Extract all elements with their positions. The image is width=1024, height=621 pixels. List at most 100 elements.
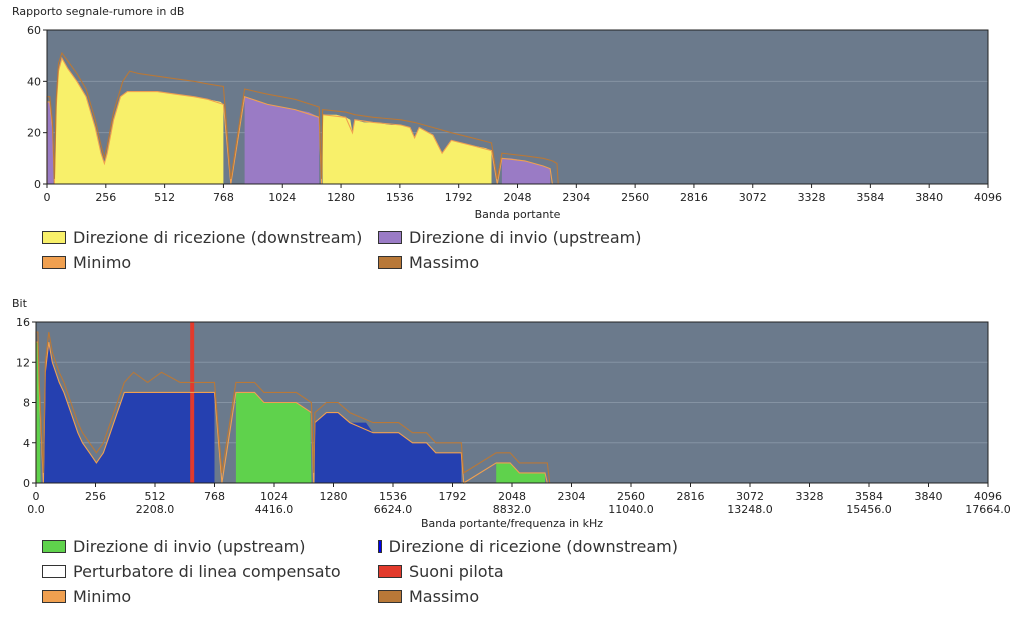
- bits-x-tick-label: 3072: [736, 490, 764, 503]
- legend-swatch-pilot: [378, 565, 402, 578]
- snr-x-tick-label: 2304: [562, 191, 590, 204]
- legend-swatch-downstream: [42, 231, 66, 244]
- snr-chart: Rapporto segnale-rumore in dB 0 20 40 60 0 256…: [12, 5, 1002, 221]
- bits-legend-downstream: Direzione di ricezione (downstream): [378, 535, 678, 558]
- snr-x-tick-label: 512: [154, 191, 175, 204]
- bits-area-downstream: [43, 342, 215, 483]
- legend-label: Massimo: [409, 253, 480, 272]
- snr-x-tick-label: 2560: [621, 191, 649, 204]
- snr-y-tick-label: 0: [34, 178, 41, 191]
- snr-y-tick-label: 60: [27, 24, 41, 37]
- snr-x-tick-label: 3840: [915, 191, 943, 204]
- bits-x-tick-label: 2560: [617, 490, 645, 503]
- legend-label: Minimo: [73, 587, 132, 606]
- bits-legend-maximum: Massimo: [378, 585, 678, 608]
- legend-swatch-downstream: [378, 540, 382, 553]
- bits-x-tick-label: 3840: [915, 490, 943, 503]
- legend-label: Direzione di ricezione (downstream): [388, 537, 678, 556]
- snr-x-tick-label: 1792: [445, 191, 473, 204]
- bits-legend-compensated: Perturbatore di linea compensato: [42, 560, 378, 583]
- legend-label: Perturbatore di linea compensato: [73, 562, 341, 581]
- legend-swatch-maximum: [378, 590, 402, 603]
- snr-chart-title: Rapporto segnale-rumore in dB: [12, 5, 184, 18]
- bits-freq-tick-label: 6624.0: [374, 503, 413, 516]
- snr-x-tick-label: 3584: [856, 191, 884, 204]
- bits-area-upstream: [36, 342, 41, 483]
- legend-swatch-upstream: [378, 231, 402, 244]
- bits-y-tick-label: 12: [16, 356, 30, 369]
- snr-x-tick-label: 1024: [268, 191, 296, 204]
- legend-label: Massimo: [409, 587, 480, 606]
- snr-y-tick-label: 40: [27, 75, 41, 88]
- snr-area-downstream: [322, 114, 492, 184]
- bits-x-tick-label: 256: [85, 490, 106, 503]
- snr-minimum-line: [46, 56, 553, 185]
- snr-maximum-line: [46, 51, 559, 185]
- bits-x-tick-label: 768: [204, 490, 225, 503]
- legend-label: Direzione di invio (upstream): [409, 228, 642, 247]
- bits-freq-tick-label: 4416.0: [255, 503, 294, 516]
- bits-x-tick-label: 1792: [439, 490, 467, 503]
- legend-swatch-minimum: [42, 256, 66, 269]
- legend-swatch-compensated: [42, 565, 66, 578]
- snr-legend-maximum: Massimo: [378, 251, 678, 274]
- legend-label: Direzione di invio (upstream): [73, 537, 306, 556]
- snr-x-tick-label: 2816: [680, 191, 708, 204]
- bits-x-tick-label: 512: [145, 490, 166, 503]
- bits-x-tick-label: 2816: [677, 490, 705, 503]
- bits-legend-minimum: Minimo: [42, 585, 378, 608]
- snr-x-tick-label: 4096: [974, 191, 1002, 204]
- bits-legend-pilot: Suoni pilota: [378, 560, 678, 583]
- snr-legend-downstream: Direzione di ricezione (downstream): [42, 226, 378, 249]
- snr-x-tick-label: 2048: [504, 191, 532, 204]
- snr-area-upstream: [244, 96, 320, 184]
- bits-legend-upstream: Direzione di invio (upstream): [42, 535, 378, 558]
- snr-legend-minimum: Minimo: [42, 251, 378, 274]
- bits-freq-tick-label: 0.0: [27, 503, 45, 516]
- bits-area-upstream: [235, 392, 312, 483]
- snr-legend-upstream: Direzione di invio (upstream): [378, 226, 678, 249]
- bits-y-tick-label: 8: [23, 397, 30, 410]
- bits-freq-tick-label: 11040.0: [608, 503, 654, 516]
- snr-x-tick-label: 3328: [798, 191, 826, 204]
- snr-x-tick-label: 1536: [386, 191, 414, 204]
- legend-swatch-maximum: [378, 256, 402, 269]
- bits-x-tick-label: 2304: [558, 490, 586, 503]
- bits-area-downstream: [314, 412, 462, 483]
- bits-y-tick-label: 0: [23, 477, 30, 490]
- snr-x-tick-label: 1280: [327, 191, 355, 204]
- bits-x-tick-label: 1024: [260, 490, 288, 503]
- bits-chart-title: Bit: [12, 297, 28, 310]
- snr-x-tick-label: 256: [95, 191, 116, 204]
- bits-x-tick-label: 0: [33, 490, 40, 503]
- bits-x-tick-label: 3328: [796, 490, 824, 503]
- legend-label: Direzione di ricezione (downstream): [73, 228, 363, 247]
- legend-label: Minimo: [73, 253, 132, 272]
- bits-x-tick-label: 3584: [855, 490, 883, 503]
- bits-x-tick-label: 4096: [974, 490, 1002, 503]
- bits-y-tick-label: 4: [23, 437, 30, 450]
- legend-swatch-minimum: [42, 590, 66, 603]
- snr-area-downstream: [54, 58, 224, 185]
- bits-maximum-line: [35, 331, 551, 484]
- snr-x-tick-label: 0: [44, 191, 51, 204]
- snr-x-tick-label: 768: [213, 191, 234, 204]
- snr-x-axis-label: Banda portante: [475, 208, 561, 221]
- bits-chart: Bit 0 4 8 12 16 0 256 512 768 1024 1280 1536 1792 2048…: [12, 297, 1011, 530]
- legend-label: Suoni pilota: [409, 562, 504, 581]
- bits-freq-tick-label: 17664.0: [965, 503, 1011, 516]
- bits-x-axis-label: Banda portante/frequenza in kHz: [421, 517, 603, 530]
- bits-freq-tick-label: 15456.0: [846, 503, 892, 516]
- legend-swatch-upstream: [42, 540, 66, 553]
- snr-y-tick-label: 20: [27, 127, 41, 140]
- bits-legend: Direzione di invio (upstream) Direzione …: [42, 535, 678, 608]
- bits-y-tick-label: 16: [16, 316, 30, 329]
- snr-legend: Direzione di ricezione (downstream) Dire…: [42, 226, 678, 274]
- bits-freq-tick-label: 2208.0: [136, 503, 175, 516]
- bits-x-tick-label: 1536: [379, 490, 407, 503]
- snr-x-tick-label: 3072: [739, 191, 767, 204]
- bits-freq-tick-label: 13248.0: [727, 503, 773, 516]
- bits-pilot-tone: [190, 322, 195, 483]
- bits-x-tick-label: 2048: [498, 490, 526, 503]
- bits-x-tick-label: 1280: [320, 490, 348, 503]
